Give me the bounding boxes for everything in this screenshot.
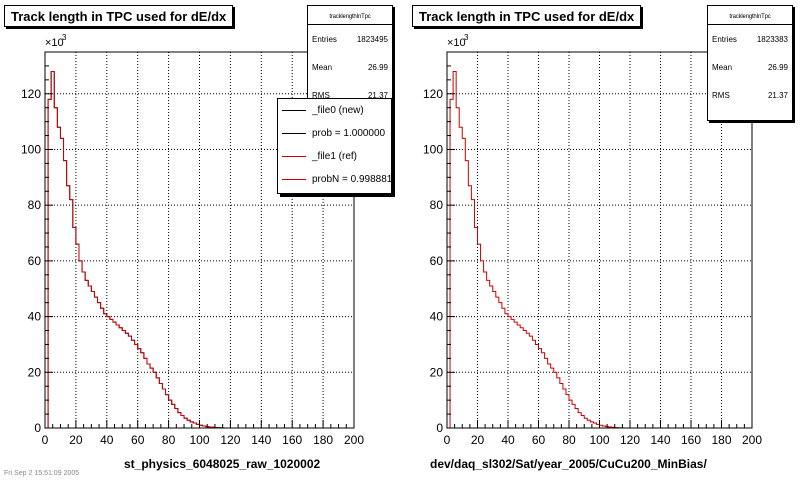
right-x-axis-label: dev/daq_sl302/Sat/year_2005/CuCu200_MinB… (430, 457, 707, 471)
right-stats-entries-label: Entries (712, 34, 737, 44)
left-x-tick-label: 100 (189, 433, 209, 447)
legend-line-swatch (282, 179, 306, 180)
right-y-tick-label: 60 (430, 254, 444, 268)
right-stats-mean-row: Mean 26.99 (708, 53, 792, 81)
right-x-tick-label: 200 (742, 433, 762, 447)
right-x-tick-label: 80 (562, 433, 576, 447)
right-stats-entries-row: Entries 1823383 (708, 25, 792, 53)
left-y-exponent-base: ×10 (45, 37, 64, 49)
left-y-tick-label: 40 (28, 310, 42, 324)
left-x-tick-label: 120 (220, 433, 240, 447)
left-x-tick-label: 160 (282, 433, 302, 447)
right-x-tick-label: 20 (471, 433, 485, 447)
left-y-tick-label: 100 (21, 142, 41, 156)
left-chart-title: Track length in TPC used for dE/dx (4, 5, 234, 27)
left-x-tick-label: 0 (42, 433, 49, 447)
left-x-tick-label: 80 (162, 433, 176, 447)
right-chart-title: Track length in TPC used for dE/dx (412, 5, 642, 27)
left-stats-rms-row: RMS 21.37 (308, 81, 392, 109)
legend-entry: _file1 (ref) (278, 145, 391, 168)
left-stats-mean-value: 26.99 (367, 62, 388, 72)
left-stats-rms-value: 21.37 (367, 90, 388, 100)
legend-label: _file1 (ref) (312, 151, 358, 162)
left-stats-entries-label: Entries (312, 34, 337, 44)
legend-label: _file0 (new) (312, 105, 364, 116)
legend-label: probN = 0.998881 (312, 174, 392, 185)
footer-timestamp: Fri Sep 2 15:51:09 2005 (4, 470, 80, 477)
left-stats-mean-row: Mean 26.99 (308, 53, 392, 81)
right-y-tick-label: 80 (430, 198, 444, 212)
left-y-tick-label: 80 (28, 198, 42, 212)
right-stats-rms-row: RMS 21.37 (708, 81, 792, 109)
left-stats-name: tracklengthInTpc (308, 6, 392, 25)
right-x-tick-label: 160 (681, 433, 701, 447)
right-stats-entries-value: 1823383 (756, 34, 788, 44)
left-legend: _file0 (new) prob = 1.000000 _file1 (ref… (277, 98, 392, 194)
left-y-exponent-power: 3 (62, 33, 67, 42)
right-x-tick-label: 0 (444, 433, 451, 447)
right-y-exponent-power: 3 (464, 33, 469, 42)
left-y-tick-label: 120 (21, 87, 41, 101)
right-y-tick-label: 40 (430, 310, 444, 324)
left-x-axis-label: st_physics_6048025_raw_1020002 (124, 457, 321, 471)
right-x-tick-label: 60 (532, 433, 546, 447)
legend-line-swatch (282, 156, 306, 157)
right-y-tick-label: 20 (430, 365, 444, 379)
right-y-exponent-base: ×10 (447, 37, 466, 49)
right-stats-mean-value: 26.99 (767, 62, 788, 72)
left-y-tick-label: 20 (28, 365, 42, 379)
left-stats-entries-row: Entries 1823495 (308, 25, 392, 53)
left-y-tick-label: 60 (28, 254, 42, 268)
left-x-tick-label: 20 (69, 433, 83, 447)
left-stats-mean-label: Mean (312, 62, 333, 72)
right-x-tick-label: 120 (620, 433, 640, 447)
right-stats-rms-label: RMS (712, 90, 730, 100)
right-y-tick-label: 100 (423, 142, 443, 156)
left-x-tick-label: 60 (131, 433, 145, 447)
right-y-tick-label: 0 (436, 421, 443, 435)
right-stats-name: tracklengthInTpc (708, 6, 792, 25)
left-x-tick-label: 140 (251, 433, 271, 447)
right-x-tick-label: 40 (501, 433, 515, 447)
legend-entry: probN = 0.998881 (278, 168, 391, 191)
right-x-tick-label: 180 (711, 433, 731, 447)
legend-line-swatch (282, 110, 306, 111)
right-y-tick-label: 120 (423, 87, 443, 101)
left-stats-rms-label: RMS (312, 90, 330, 100)
legend-entry: _file0 (new) (278, 99, 391, 122)
legend-label: prob = 1.000000 (312, 128, 386, 139)
right-stats-rms-value: 21.37 (767, 90, 788, 100)
left-y-tick-label: 0 (34, 421, 41, 435)
left-x-tick-label: 40 (100, 433, 114, 447)
right-x-tick-label: 140 (650, 433, 670, 447)
left-x-tick-label: 200 (344, 433, 364, 447)
right-x-tick-label: 100 (589, 433, 609, 447)
right-stats-box: tracklengthInTpc Entries 1823383 Mean 26… (707, 5, 793, 121)
legend-line-swatch (282, 133, 306, 134)
left-stats-entries-value: 1823495 (356, 34, 388, 44)
right-stats-mean-label: Mean (712, 62, 733, 72)
left-x-tick-label: 180 (313, 433, 333, 447)
legend-entry: prob = 1.000000 (278, 122, 391, 145)
